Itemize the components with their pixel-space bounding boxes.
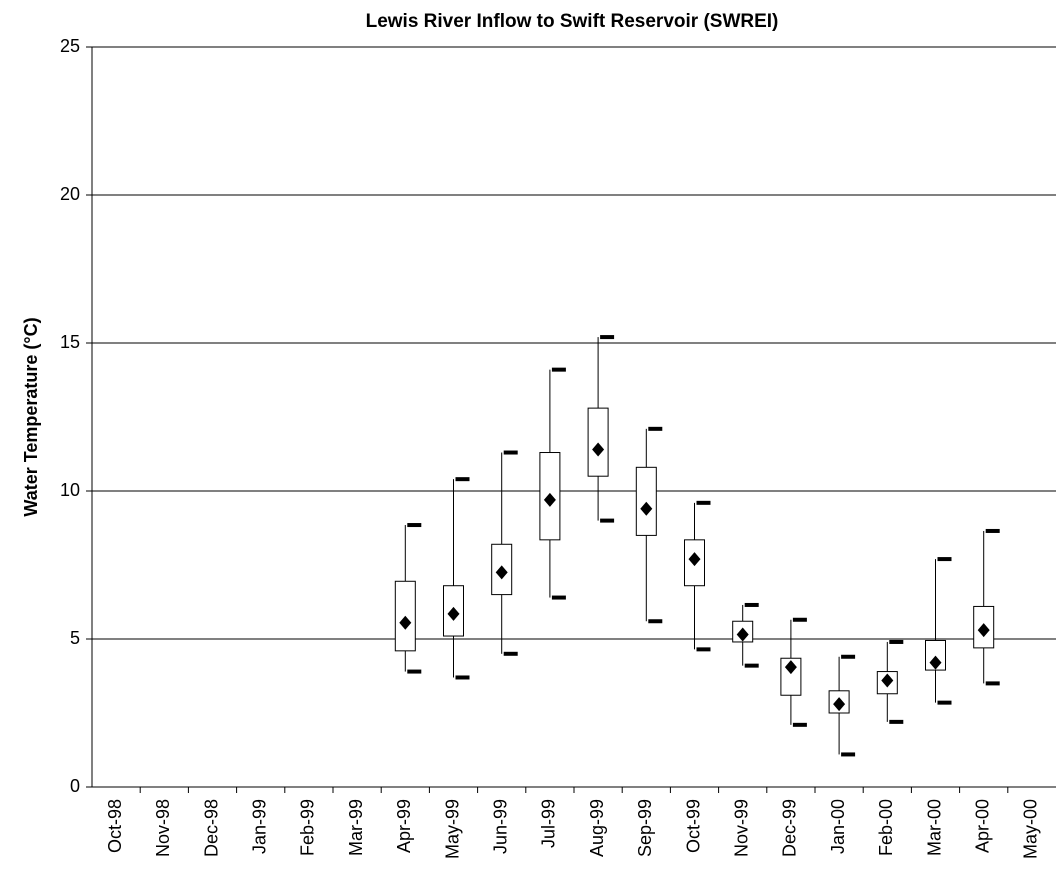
mean-marker [688,552,701,567]
mean-marker [881,673,894,688]
mean-marker [929,655,942,670]
x-tick-label: Oct-98 [105,799,125,853]
x-tick-label: Aug-99 [587,799,607,857]
x-tick-label: Jul-99 [539,799,559,848]
mean-marker [543,492,556,507]
x-tick-label: Oct-99 [683,799,703,853]
mean-marker [399,615,412,630]
x-tick-label: Nov-99 [731,799,751,857]
x-tick-label: Dec-99 [780,799,800,857]
mean-marker [495,565,508,580]
y-tick-label: 5 [70,628,80,648]
y-tick-label: 15 [60,332,80,352]
x-tick-label: Jan-00 [828,799,848,854]
y-tick-label: 10 [60,480,80,500]
x-tick-label: Apr-99 [394,799,414,853]
x-tick-label: Feb-00 [876,799,896,856]
y-tick-label: 20 [60,184,80,204]
mean-marker [736,627,749,642]
y-tick-label: 0 [70,776,80,796]
mean-marker [784,660,797,675]
box [587,407,609,477]
mean-marker [640,501,653,516]
mean-marker [447,606,460,621]
x-tick-label: Apr-00 [972,799,992,853]
x-tick-label: Dec-98 [201,799,221,857]
box [635,466,657,536]
x-tick-label: Nov-98 [153,799,173,857]
x-tick-label: May-99 [442,799,462,859]
mean-marker [977,623,990,638]
x-tick-label: Mar-00 [924,799,944,856]
x-tick-label: Sep-99 [635,799,655,857]
x-tick-label: Jun-99 [490,799,510,854]
x-tick-label: Feb-99 [298,799,318,856]
x-tick-label: Jan-99 [249,799,269,854]
mean-marker [833,697,846,712]
chart-title: Lewis River Inflow to Swift Reservoir (S… [366,11,779,32]
y-axis-label: Water Temperature (°C) [21,317,41,516]
x-tick-label: Mar-99 [346,799,366,856]
y-tick-label: 25 [60,36,80,56]
mean-marker [592,442,605,457]
x-tick-label: May-00 [1021,799,1041,859]
